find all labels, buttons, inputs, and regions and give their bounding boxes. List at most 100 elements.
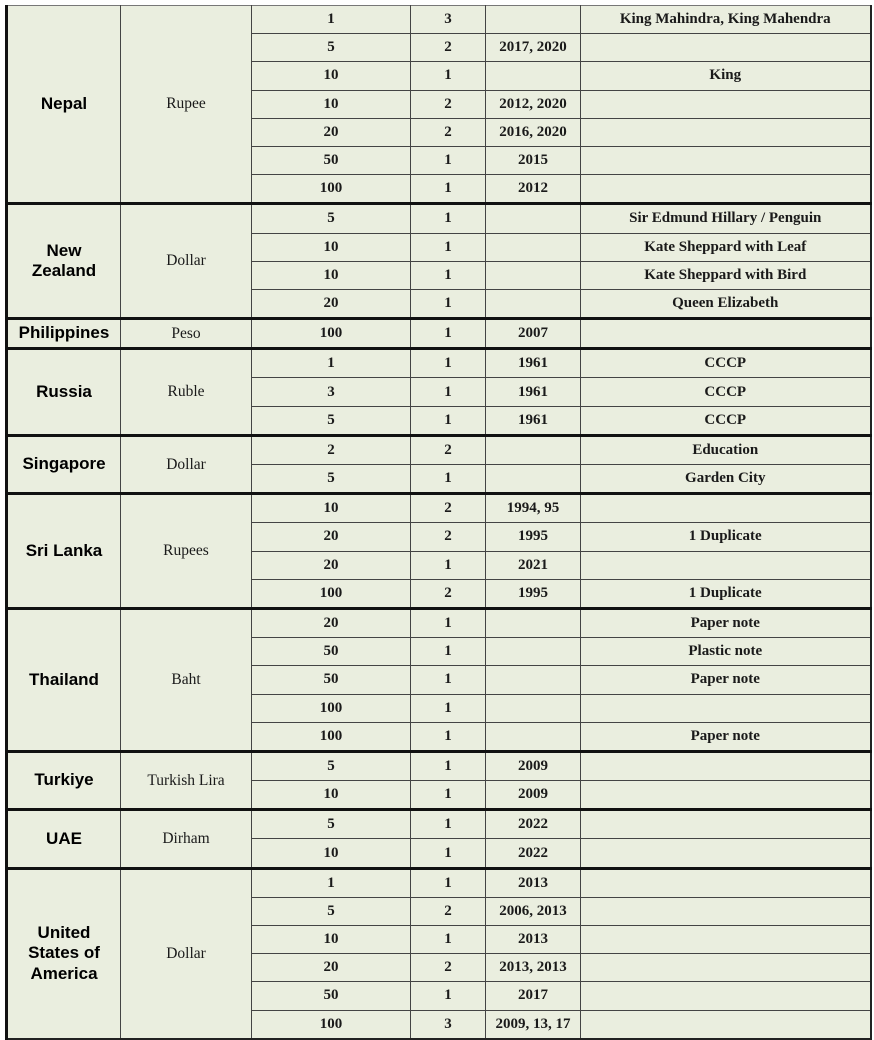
notes-cell: 1 Duplicate (580, 578, 871, 609)
notes-cell: King Mahindra, King Mahendra (580, 4, 871, 35)
year-cell: 2022 (485, 808, 581, 840)
table-row: 3 1 1961 CCCP (7, 377, 871, 407)
denomination-cell: 20 (251, 953, 411, 983)
year-cell: 2015 (485, 145, 581, 176)
notes-cell (580, 174, 871, 205)
table-row: 5 2 2006, 2013 (7, 896, 871, 927)
year-cell: 2021 (485, 550, 581, 580)
table-row: 50 1 2015 (7, 145, 871, 176)
year-cell: 1961 (485, 347, 581, 379)
table-row: Russia Ruble 1 1 1961 CCCP (6, 347, 871, 436)
year-cell (485, 202, 581, 234)
quantity-cell: 1 (410, 174, 486, 205)
notes-cell (580, 924, 871, 955)
table-row: 100 2 1995 1 Duplicate (7, 578, 871, 609)
quantity-cell: 2 (410, 89, 486, 119)
quantity-cell: 2 (410, 433, 486, 466)
notes-cell: CCCP (580, 405, 871, 436)
notes-cell: Paper note (580, 606, 871, 639)
notes-cell: 1 Duplicate (580, 522, 871, 552)
notes-cell (580, 89, 871, 119)
denomination-cell: 100 (251, 1009, 411, 1040)
currency-cell: Peso (120, 317, 252, 350)
quantity-cell: 1 (410, 981, 486, 1011)
notes-cell: Queen Elizabeth (580, 288, 871, 320)
currency-cell: Dollar (120, 202, 252, 320)
notes-cell: King (580, 61, 871, 91)
country-cell: United States of America (6, 866, 121, 1040)
table-row: 10 1 Kate Sheppard with Bird (7, 260, 871, 290)
quantity-cell: 2 (410, 117, 486, 147)
currency-cell: Dollar (120, 433, 252, 495)
quantity-cell: 1 (410, 288, 486, 320)
year-cell: 1994, 95 (485, 492, 581, 524)
notes-cell (580, 838, 871, 869)
quantity-cell: 2 (410, 896, 486, 927)
year-cell: 1961 (485, 377, 581, 407)
quantity-cell: 1 (410, 347, 486, 379)
denomination-cell: 5 (251, 808, 411, 840)
year-cell: 2017, 2020 (485, 33, 581, 63)
country-cell: Nepal (6, 4, 121, 205)
year-cell (485, 721, 581, 752)
table-row: 50 1 Plastic note (7, 637, 871, 667)
denomination-cell: 20 (251, 606, 411, 639)
denomination-cell: 3 (251, 377, 411, 407)
country-cell: Thailand (6, 606, 121, 752)
denomination-cell: 20 (251, 117, 411, 147)
quantity-cell: 1 (410, 202, 486, 234)
table-row: 20 1 2021 (7, 550, 871, 580)
quantity-cell: 2 (410, 522, 486, 552)
denomination-cell: 5 (251, 896, 411, 927)
year-cell (485, 463, 581, 495)
year-cell (485, 61, 581, 91)
table-row: 20 1 Queen Elizabeth (7, 288, 871, 320)
quantity-cell: 1 (410, 838, 486, 869)
currency-cell: Rupees (120, 492, 252, 609)
table-row: Thailand Baht 20 1 Paper note (6, 606, 871, 752)
country-cell: UAE (6, 808, 121, 869)
table-row: 5 2 2017, 2020 (7, 33, 871, 63)
table-row: 50 1 2017 (7, 981, 871, 1011)
quantity-cell: 1 (410, 377, 486, 407)
table-row: Singapore Dollar 2 2 Education (6, 433, 871, 495)
year-cell: 2009 (485, 749, 581, 782)
year-cell: 2012, 2020 (485, 89, 581, 119)
country-cell: New Zealand (6, 202, 121, 320)
table-row: 50 1 Paper note (7, 665, 871, 695)
year-cell: 1995 (485, 578, 581, 609)
notes-cell: Sir Edmund Hillary / Penguin (580, 202, 871, 234)
denomination-cell: 100 (251, 317, 411, 350)
year-cell (485, 637, 581, 667)
denomination-cell: 10 (251, 89, 411, 119)
quantity-cell: 3 (410, 4, 486, 35)
table-row: Philippines Peso 100 1 2007 (6, 317, 871, 350)
notes-cell (580, 317, 871, 350)
quantity-cell: 1 (410, 693, 486, 723)
quantity-cell: 1 (410, 665, 486, 695)
notes-cell: Kate Sheppard with Leaf (580, 232, 871, 262)
denomination-cell: 100 (251, 174, 411, 205)
quantity-cell: 1 (410, 637, 486, 667)
country-cell: Philippines (6, 317, 121, 350)
quantity-cell: 1 (410, 463, 486, 495)
table-row: 10 1 2013 (7, 924, 871, 955)
year-cell: 2013, 2013 (485, 953, 581, 983)
table-row: Nepal Rupee 1 3 King Mahindra, King Mahendra (6, 4, 871, 205)
denomination-cell: 1 (251, 347, 411, 379)
notes-cell (580, 550, 871, 580)
table-row: 20 2 2016, 2020 (7, 117, 871, 147)
table-row: New Zealand Dollar 5 1 Sir Edmund Hillary / P… (6, 202, 871, 320)
quantity-cell: 1 (410, 232, 486, 262)
table-row: 5 1 Garden City (7, 463, 871, 495)
notes-cell: Garden City (580, 463, 871, 495)
quantity-cell: 1 (410, 808, 486, 840)
quantity-cell: 1 (410, 61, 486, 91)
year-cell (485, 260, 581, 290)
denomination-cell: 10 (251, 838, 411, 869)
notes-cell (580, 693, 871, 723)
table-row: 10 1 Kate Sheppard with Leaf (7, 232, 871, 262)
quantity-cell: 1 (410, 721, 486, 752)
denomination-cell: 5 (251, 202, 411, 234)
notes-cell (580, 981, 871, 1011)
